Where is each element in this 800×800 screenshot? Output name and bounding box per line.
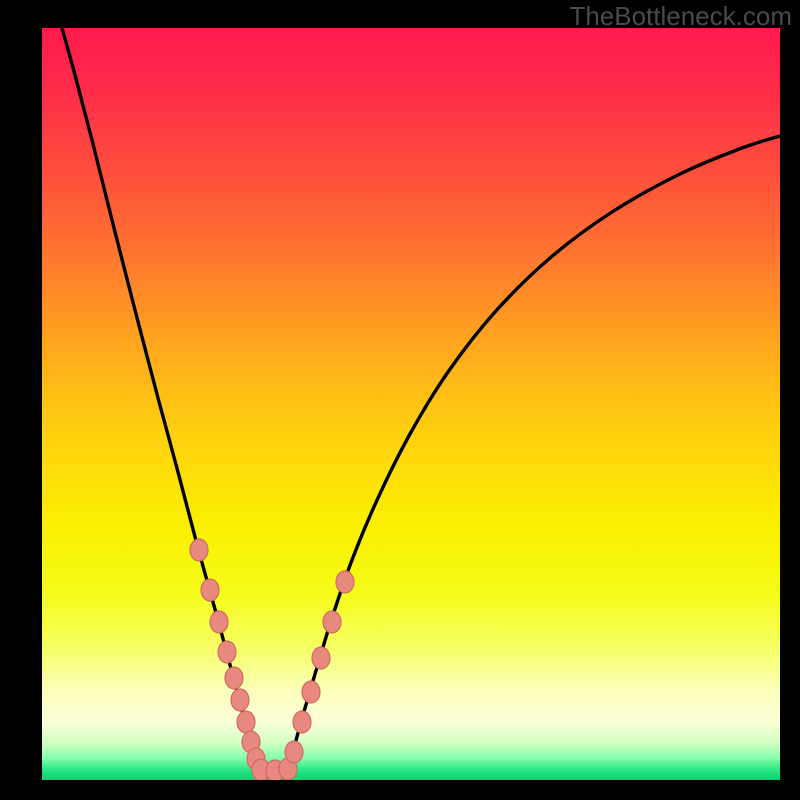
data-point-bead [293,711,311,733]
data-point-bead [201,579,219,601]
data-point-bead [285,741,303,763]
data-point-bead [231,689,249,711]
data-point-bead [190,539,208,561]
chart-overlay [0,0,800,800]
data-point-bead [336,571,354,593]
data-point-bead [323,611,341,633]
data-point-bead [312,647,330,669]
data-point-bead [237,711,255,733]
data-point-bead [218,641,236,663]
watermark-text: TheBottleneck.com [569,1,792,32]
data-point-bead [210,611,228,633]
chart-frame: TheBottleneck.com [0,0,800,800]
data-point-bead [225,667,243,689]
curve-line [289,136,780,768]
data-point-bead [302,681,320,703]
